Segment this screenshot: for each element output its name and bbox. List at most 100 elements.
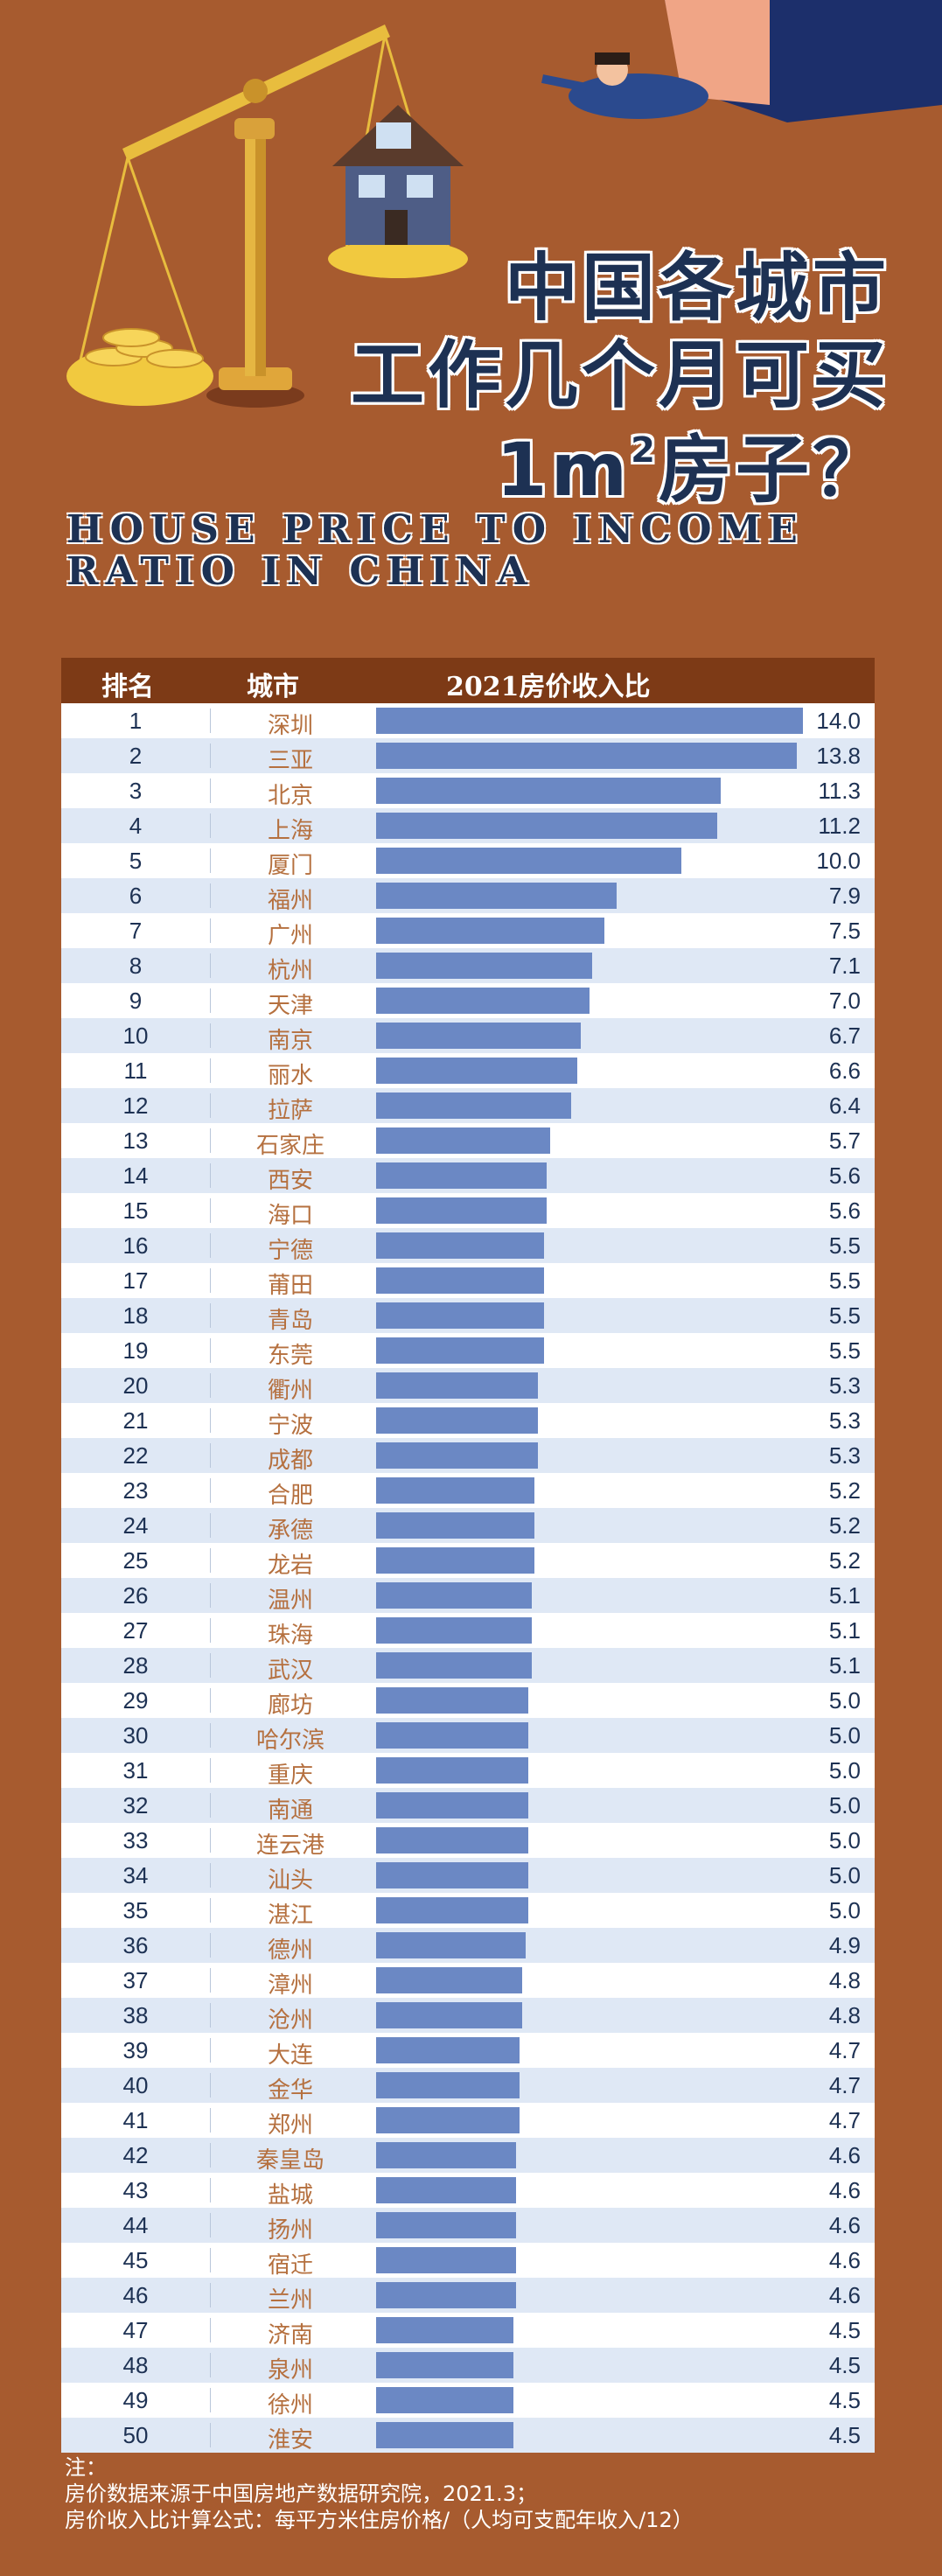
city-label: 丽水: [267, 1063, 313, 1089]
rank-label: 7: [129, 918, 143, 944]
ratio-value-label: 4.6: [828, 2142, 861, 2168]
column-divider: [210, 1723, 211, 1748]
ratio-value-label: 5.0: [828, 1722, 861, 1749]
city-label: 宁波: [267, 1413, 313, 1439]
ratio-value-label: 6.7: [828, 1023, 861, 1049]
column-divider: [210, 848, 211, 873]
table-row: 47 济南 4.5: [61, 2313, 875, 2349]
city-label: 莆田: [267, 1273, 313, 1299]
column-divider: [210, 2213, 211, 2237]
title-line-1: 中国各城市: [504, 245, 890, 331]
rank-label: 26: [122, 1582, 149, 1609]
ratio-value-label: 4.5: [828, 2317, 861, 2343]
ratio-value-label: 7.0: [828, 988, 861, 1014]
table-body: 1 深圳 14.0 2 三亚 13.8 3 北京 11.3 4 上海 11.2 5 厦门 10.0 6 福州 7.…: [61, 703, 875, 2454]
column-divider: [210, 743, 211, 768]
english-subtitle: HOUSE PRICE TO INCOME RATIO IN CHINA: [66, 507, 805, 594]
ratio-bar: [376, 1162, 548, 1189]
rank-label: 35: [122, 1897, 149, 1923]
ratio-value-label: 5.1: [828, 1582, 861, 1609]
ratio-value-label: 4.5: [828, 2352, 861, 2378]
ratio-bar: [376, 1023, 581, 1049]
ratio-bar: [376, 2317, 513, 2343]
column-divider: [210, 1058, 211, 1083]
table-row: 30 哈尔滨 5.0: [61, 1718, 875, 1754]
table-row: 1 深圳 14.0: [61, 703, 875, 739]
rank-label: 46: [122, 2282, 149, 2308]
ratio-value-label: 4.8: [828, 1967, 861, 1993]
note-formula: 房价收入比计算公式：每平方米住房价格/（人均可支配年收入/12）: [65, 2508, 694, 2532]
city-label: 青岛: [267, 1308, 313, 1334]
ratio-value-label: 5.0: [828, 1897, 861, 1923]
rank-label: 32: [122, 1792, 149, 1819]
ratio-bar: [376, 2212, 517, 2238]
rank-label: 47: [122, 2317, 149, 2343]
ratio-bar: [376, 743, 798, 769]
ratio-bar: [376, 2282, 517, 2308]
column-divider: [210, 1303, 211, 1328]
column-divider: [210, 2178, 211, 2203]
hero-illustration: 中国各城市 工作几个月可买 1m2房子？ HOUSE PRICE TO INCO…: [0, 0, 942, 630]
city-label: 石家庄: [255, 1133, 324, 1159]
column-divider: [210, 2248, 211, 2272]
table-row: 15 海口 5.6: [61, 1193, 875, 1229]
table-header: 排名 城市 2021房价收入比: [61, 658, 875, 703]
table-row: 10 南京 6.7: [61, 1018, 875, 1054]
column-divider: [210, 1513, 211, 1538]
table-row: 17 莆田 5.5: [61, 1263, 875, 1299]
city-label: 重庆: [267, 1763, 313, 1789]
table-row: 20 衢州 5.3: [61, 1368, 875, 1404]
table-row: 18 青岛 5.5: [61, 1298, 875, 1334]
rank-label: 25: [122, 1547, 149, 1574]
rank-label: 11: [123, 1058, 148, 1084]
ratio-value-label: 5.0: [828, 1757, 861, 1784]
ratio-bar: [376, 1442, 538, 1469]
rank-label: 10: [122, 1023, 149, 1049]
city-label: 福州: [267, 888, 313, 914]
ratio-value-label: 5.3: [828, 1442, 861, 1469]
ratio-value-label: 4.7: [828, 2107, 861, 2133]
ratio-bar: [376, 1093, 572, 1119]
ratio-value-label: 6.4: [828, 1093, 861, 1119]
table-row: 19 东莞 5.5: [61, 1333, 875, 1369]
ratio-bar: [376, 953, 593, 979]
title-line-3-house: 房子？: [658, 427, 890, 513]
column-divider: [210, 1548, 211, 1573]
table-row: 13 石家庄 5.7: [61, 1123, 875, 1159]
ratio-value-label: 5.5: [828, 1232, 861, 1259]
ratio-bar: [376, 1512, 535, 1539]
city-label: 盐城: [267, 2182, 313, 2209]
title-line-3-area: 1m: [496, 427, 631, 513]
table-row: 21 宁波 5.3: [61, 1403, 875, 1439]
column-divider: [210, 1233, 211, 1258]
table-row: 3 北京 11.3: [61, 773, 875, 809]
column-divider: [210, 1023, 211, 1048]
rank-label: 2: [129, 743, 143, 769]
ratio-value-label: 11.2: [818, 813, 861, 839]
header-rank: 排名: [101, 672, 154, 702]
column-divider: [210, 1268, 211, 1293]
city-label: 衢州: [267, 1378, 313, 1404]
city-label: 汕头: [267, 1867, 313, 1894]
rank-label: 6: [129, 883, 143, 909]
city-label: 承德: [267, 1518, 313, 1544]
column-divider: [210, 2318, 211, 2342]
note-label: 注：: [65, 2455, 107, 2480]
ratio-bar: [376, 1372, 538, 1399]
ratio-bar: [376, 2142, 517, 2168]
table-row: 11 丽水 6.6: [61, 1053, 875, 1089]
ratio-value-label: 5.2: [828, 1512, 861, 1539]
table-row: 49 徐州 4.5: [61, 2383, 875, 2419]
ratio-bar: [376, 1267, 544, 1294]
column-divider: [210, 1198, 211, 1223]
rank-label: 36: [122, 1932, 149, 1958]
rank-label: 44: [122, 2212, 149, 2238]
ratio-bar: [376, 2247, 517, 2273]
rank-label: 30: [122, 1722, 149, 1749]
ratio-value-label: 4.7: [828, 2037, 861, 2063]
table-row: 2 三亚 13.8: [61, 738, 875, 774]
table-row: 23 合肥 5.2: [61, 1473, 875, 1509]
table-row: 6 福州 7.9: [61, 878, 875, 914]
rank-label: 48: [122, 2352, 149, 2378]
column-divider: [210, 953, 211, 978]
